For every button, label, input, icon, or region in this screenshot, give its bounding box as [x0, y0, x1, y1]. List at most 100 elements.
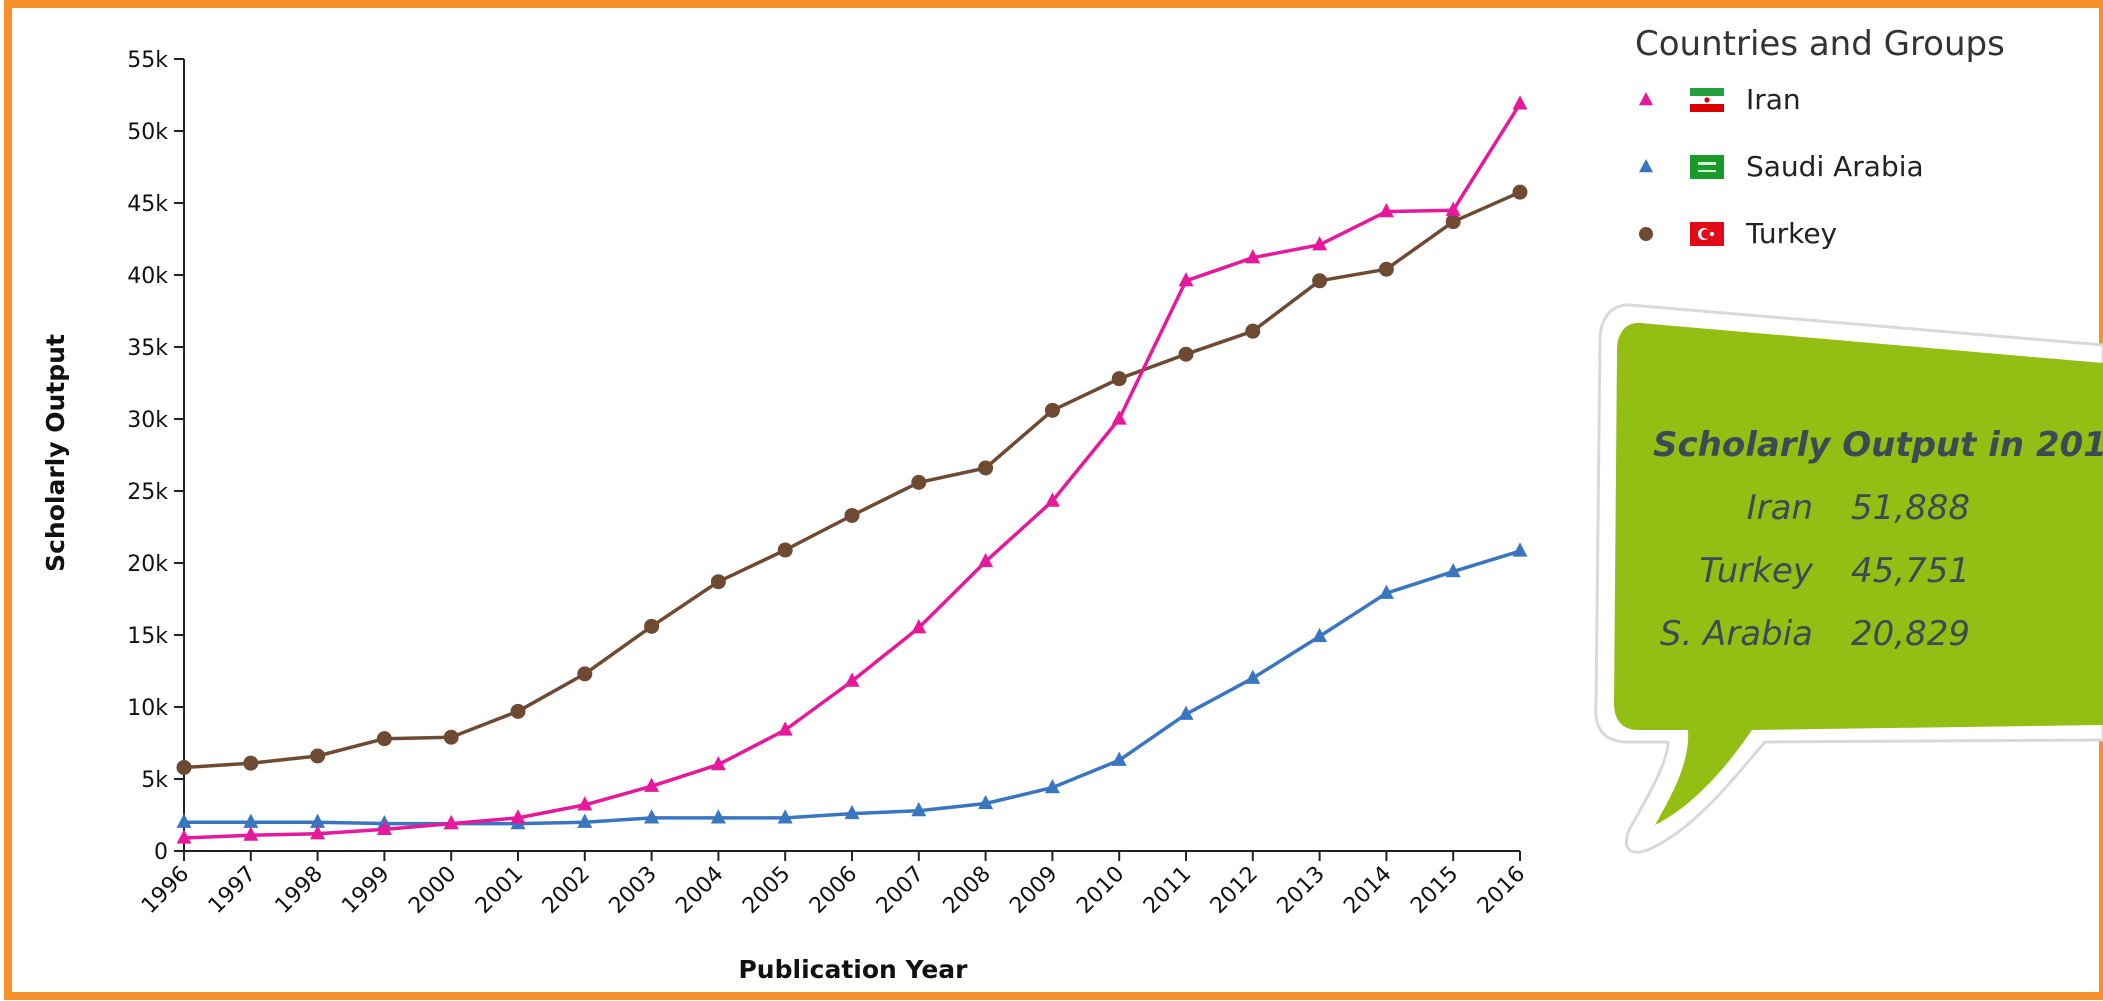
- y-axis-title: Scholarly Output: [41, 334, 70, 572]
- legend-label: Iran: [1746, 83, 1801, 116]
- y-tick-label: 5k: [141, 768, 168, 793]
- data-point: [710, 755, 726, 771]
- legend-item-saudi-arabia: Saudi Arabia: [1639, 150, 1924, 183]
- data-point: [710, 809, 726, 824]
- legend-marker: [1639, 227, 1653, 241]
- callout: Scholarly Output in 2016 Iran 51,888 Turke…: [1594, 303, 2103, 854]
- y-tick-label: 50k: [127, 120, 168, 145]
- legend-title: Countries and Groups: [1635, 24, 2005, 64]
- callout-country: Iran: [1747, 488, 1813, 528]
- data-point: [844, 672, 860, 687]
- data-point: [1445, 214, 1461, 230]
- data-point: [1111, 751, 1127, 766]
- data-point: [443, 815, 459, 830]
- y-tick-label: 20k: [127, 552, 168, 577]
- callout-value: 45,751: [1851, 551, 1970, 591]
- data-point: [176, 813, 192, 828]
- y-tick-label: 25k: [127, 480, 168, 505]
- y-tick-label: 45k: [127, 192, 168, 217]
- data-point: [644, 777, 660, 792]
- legend-items: Iran Saudi Arabia Turkey: [1639, 83, 1924, 250]
- data-point: [978, 552, 994, 568]
- legend-label: Saudi Arabia: [1746, 150, 1924, 183]
- series-turkey: [176, 184, 1528, 775]
- data-point: [510, 809, 526, 824]
- data-point: [243, 813, 259, 828]
- data-point: [777, 542, 793, 558]
- y-tick-label: 0: [154, 840, 168, 865]
- data-point: [710, 574, 726, 590]
- callout-row: Iran 51,888: [1747, 488, 1970, 528]
- iran-flag-icon: [1690, 88, 1724, 112]
- data-point: [1111, 371, 1127, 387]
- callout-country: S. Arabia: [1660, 614, 1813, 654]
- data-point: [978, 794, 994, 810]
- y-tick-label: 40k: [127, 264, 168, 289]
- y-tick-label: 10k: [127, 696, 168, 721]
- x-axis-title: Publication Year: [738, 955, 968, 984]
- y-axis-ticks: 0 5k 10k 15k 20k 25k 30k 35k 40k 45k 50k 55k: [127, 48, 184, 865]
- data-point: [1378, 261, 1394, 277]
- data-point: [1245, 669, 1261, 684]
- legend: Countries and Groups Iran Saudi Arabia Tur…: [1635, 24, 2005, 250]
- data-point: [577, 666, 593, 682]
- callout-country: Turkey: [1699, 551, 1813, 591]
- callout-value: 51,888: [1851, 488, 1970, 528]
- data-point: [243, 755, 259, 771]
- data-point: [1044, 492, 1060, 507]
- callout-rows: Iran 51,888 Turkey 45,751 S. Arabia 20,829: [1660, 488, 1970, 654]
- y-tick-label: 55k: [127, 48, 168, 73]
- data-point: [1178, 705, 1194, 720]
- data-point: [644, 809, 660, 824]
- callout-title: Scholarly Output in 2016: [1653, 425, 2103, 465]
- data-point: [310, 813, 326, 828]
- data-point: [1178, 272, 1194, 287]
- data-point: [978, 460, 994, 476]
- data-point: [777, 721, 793, 736]
- callout-value: 20,829: [1851, 614, 1970, 654]
- data-point: [376, 731, 392, 747]
- callout-row: Turkey 45,751: [1699, 551, 1970, 591]
- data-point: [1111, 410, 1127, 425]
- callout-bubble-inner: [1614, 322, 2103, 825]
- data-point: [1512, 184, 1528, 200]
- callout-row: S. Arabia 20,829: [1660, 614, 1970, 654]
- legend-marker: [1639, 91, 1653, 106]
- data-point: [844, 507, 860, 523]
- data-point: [310, 825, 326, 840]
- saudi-arabia-flag-icon: [1690, 155, 1724, 179]
- data-point: [176, 759, 192, 775]
- y-tick-label: 30k: [127, 408, 168, 433]
- data-point: [911, 474, 927, 490]
- series-layer: [176, 95, 1528, 844]
- data-point: [577, 813, 593, 828]
- data-point: [1312, 273, 1328, 289]
- data-point: [1512, 95, 1528, 110]
- data-point: [1512, 542, 1528, 557]
- data-point: [1044, 779, 1060, 794]
- legend-marker: [1639, 158, 1653, 173]
- data-point: [1178, 346, 1194, 362]
- data-point: [510, 703, 526, 719]
- data-point: [777, 809, 793, 824]
- data-point: [1312, 236, 1328, 251]
- data-point: [1312, 627, 1328, 643]
- data-point: [644, 618, 660, 634]
- data-point: [376, 820, 392, 836]
- y-tick-label: 15k: [127, 624, 168, 649]
- data-point: [911, 619, 927, 634]
- legend-item-iran: Iran: [1639, 83, 1801, 116]
- data-point: [243, 826, 259, 841]
- data-point: [1378, 203, 1394, 218]
- data-point: [310, 748, 326, 764]
- data-point: [443, 729, 459, 745]
- series-iran: [176, 95, 1528, 844]
- data-point: [176, 829, 192, 844]
- data-point: [1044, 402, 1060, 418]
- legend-label: Turkey: [1745, 217, 1837, 250]
- turkey-flag-icon: [1690, 222, 1724, 246]
- data-point: [1445, 563, 1461, 578]
- data-point: [1445, 201, 1461, 216]
- legend-item-turkey: Turkey: [1639, 217, 1837, 250]
